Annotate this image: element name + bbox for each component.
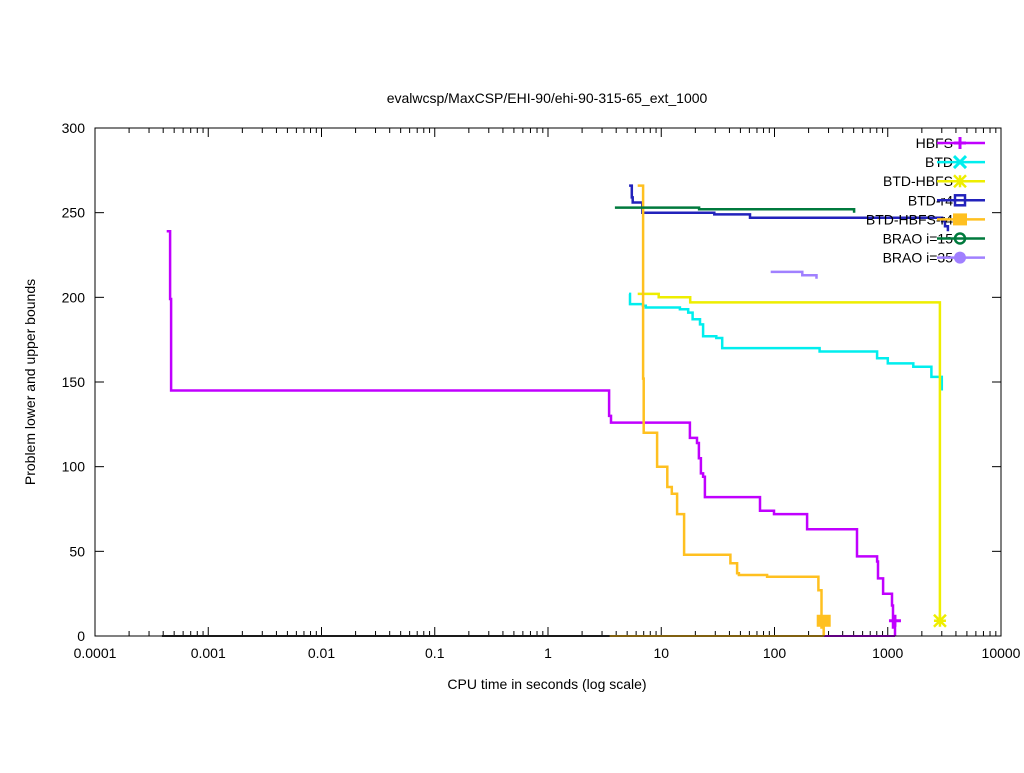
x-tick-label: 0.0001 xyxy=(74,645,117,661)
series-brao-i-15 xyxy=(161,206,856,637)
legend-label-hbfs: HBFS xyxy=(916,135,953,151)
upper-bound-line-hbfs xyxy=(166,230,897,636)
y-tick-label: 200 xyxy=(62,289,86,305)
series-hbfs xyxy=(166,230,901,637)
y-tick-label: 100 xyxy=(62,459,86,475)
x-tick-label: 0.1 xyxy=(425,645,445,661)
legend-marker-hbfs xyxy=(954,137,966,149)
x-tick-label: 1 xyxy=(544,645,552,661)
upper-bound-line-btd xyxy=(628,292,944,391)
upper-bound-line-btd-hbfs xyxy=(637,292,942,620)
series-btd xyxy=(628,292,944,391)
y-tick-label: 50 xyxy=(69,543,85,559)
series-group xyxy=(161,184,950,637)
upper-bound-line-brao-i-35 xyxy=(770,270,818,279)
series-brao-i-35 xyxy=(770,270,818,279)
legend-label-btd-r4: BTD-r4 xyxy=(908,192,953,208)
y-tick-label: 250 xyxy=(62,205,86,221)
axis-ticks: 0.0001 0.001 0.01 0.1 1 10 100 1000 10000 0 50 100 1… xyxy=(62,120,1021,661)
legend-marker-btd xyxy=(952,155,968,170)
solution-marker-hbfs xyxy=(888,614,901,627)
upper-bound-line-btd-r4 xyxy=(629,184,950,232)
legend-marker-brao-i-35 xyxy=(954,251,966,264)
series-btd-hbfs-r4 xyxy=(609,184,831,637)
upper-bound-line-brao-i-15 xyxy=(614,206,856,213)
x-tick-label: 0.001 xyxy=(191,645,226,661)
solution-marker-btd-hbfs xyxy=(933,613,947,628)
x-tick-label: 10 xyxy=(653,645,669,661)
legend-marker-btd-hbfs xyxy=(953,174,967,189)
legend-marker-btd-hbfs-r4 xyxy=(953,213,967,226)
series-btd-hbfs xyxy=(637,292,947,628)
x-axis-label: CPU time in seconds (log scale) xyxy=(447,676,646,692)
legend-label-btd-hbfs-r4: BTD-HBFS-r4 xyxy=(866,211,953,227)
y-tick-label: 150 xyxy=(62,374,86,390)
plot-frame xyxy=(94,127,1002,637)
x-tick-label: 100 xyxy=(763,645,787,661)
x-tick-label: 10000 xyxy=(982,645,1021,661)
chart-title: evalwcsp/MaxCSP/EHI-90/ehi-90-315-65_ext… xyxy=(387,90,708,106)
legend-label-brao-i-15: BRAO i=15 xyxy=(883,231,954,247)
legend-marker-btd-r4 xyxy=(953,194,967,207)
y-axis-label: Problem lower and upper bounds xyxy=(22,279,38,485)
solution-marker-btd-hbfs-r4 xyxy=(816,614,831,627)
y-tick-label: 300 xyxy=(62,120,86,136)
legend-label-btd-hbfs: BTD-HBFS xyxy=(883,173,953,189)
legend-label-brao-i-35: BRAO i=35 xyxy=(883,250,954,266)
y-tick-label: 0 xyxy=(77,628,85,644)
upper-bound-line-btd-hbfs-r4 xyxy=(637,184,825,636)
series-btd-r4 xyxy=(629,184,950,232)
x-tick-label: 0.01 xyxy=(308,645,335,661)
legend-marker-brao-i-15 xyxy=(953,232,967,245)
x-tick-label: 1000 xyxy=(872,645,903,661)
